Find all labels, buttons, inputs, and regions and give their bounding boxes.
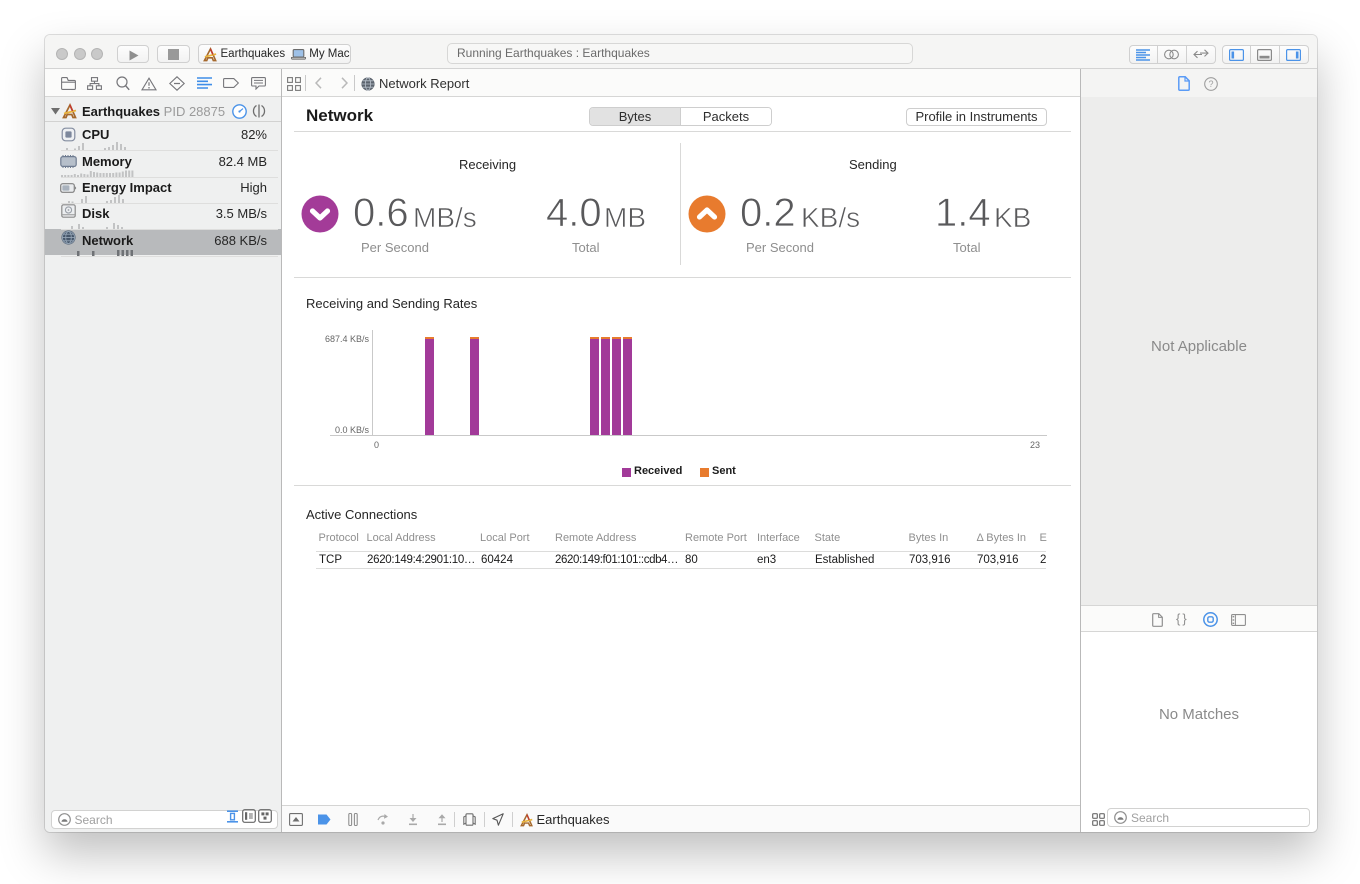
svg-text:?: ?: [1208, 79, 1213, 89]
